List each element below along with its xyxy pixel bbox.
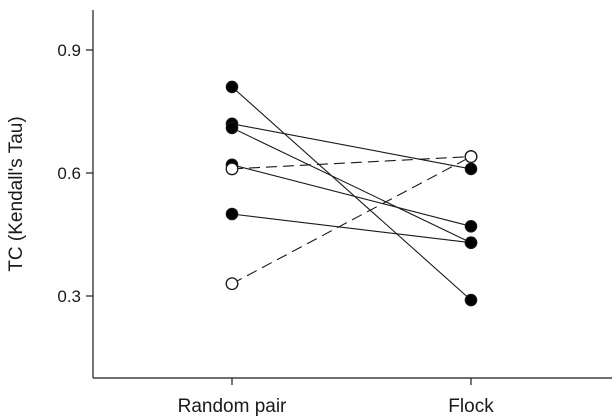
series-lines — [231, 86, 472, 301]
y-tick-label: 0.3 — [57, 287, 81, 306]
series-line — [231, 164, 472, 227]
data-point-open — [225, 277, 239, 291]
y-ticks: 0.3 0.6 0.9 — [57, 41, 93, 306]
y-axis-label: TC (Kendall's Tau) — [6, 116, 27, 271]
axes — [92, 10, 612, 379]
data-point-open — [225, 162, 239, 176]
data-point — [225, 207, 239, 221]
data-point — [464, 162, 478, 176]
series-line — [231, 86, 472, 301]
series-line — [231, 123, 472, 170]
data-point — [464, 293, 478, 307]
series-line-dashed — [231, 156, 472, 170]
y-tick-label: 0.9 — [57, 41, 81, 60]
x-tick-label: Random pair — [178, 396, 287, 417]
data-point — [225, 80, 239, 94]
series-line — [231, 213, 472, 244]
data-point — [464, 236, 478, 249]
y-tick-label: 0.6 — [57, 164, 81, 183]
x-tick-label: Flock — [448, 396, 494, 417]
series-points — [225, 80, 478, 307]
data-point — [225, 121, 239, 135]
series-line — [231, 127, 472, 244]
x-ticks: Random pair Flock — [178, 378, 494, 417]
data-point-open — [464, 150, 478, 164]
data-point — [464, 220, 478, 233]
series-line-dashed — [231, 156, 472, 285]
